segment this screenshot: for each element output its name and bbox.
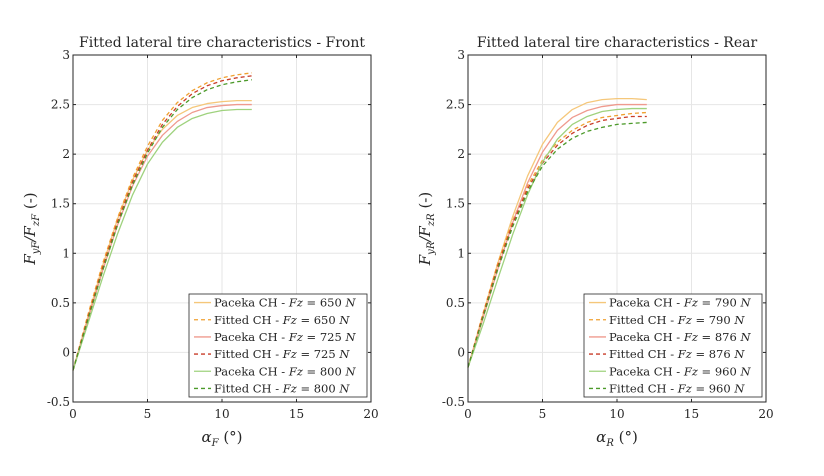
legend-label-6: Fitted CH - Fz = 800 N bbox=[214, 381, 350, 395]
legend-label-3: Paceka CH - Fz = 725 N bbox=[214, 330, 356, 344]
series-line-6 bbox=[72, 79, 252, 371]
series-line-1 bbox=[72, 99, 252, 371]
legend-label-5: Paceka CH - Fz = 800 N bbox=[214, 364, 356, 378]
series-line-4 bbox=[72, 75, 252, 371]
series-group bbox=[467, 97, 647, 368]
y-tick-label: 3 bbox=[62, 48, 70, 62]
y-tick-label: 2 bbox=[457, 147, 465, 161]
y-tick-label: 1 bbox=[457, 246, 465, 260]
x-tick-label: 10 bbox=[609, 407, 624, 421]
y-tick-label: 3 bbox=[457, 48, 465, 62]
x-tick-label: 0 bbox=[69, 407, 77, 421]
x-tick-label: 10 bbox=[214, 407, 229, 421]
legend-label-6: Fitted CH - Fz = 960 N bbox=[609, 381, 745, 395]
legend-label-1: Paceka CH - Fz = 790 N bbox=[609, 296, 751, 310]
y-axis-label: FyR/FzR (-) bbox=[416, 192, 437, 266]
x-tick-label: 20 bbox=[758, 407, 773, 421]
x-tick-label: 20 bbox=[363, 407, 378, 421]
x-tick-label: 5 bbox=[539, 407, 547, 421]
series-line-2 bbox=[467, 111, 647, 368]
legend-label-2: Fitted CH - Fz = 790 N bbox=[609, 313, 745, 327]
ticks: 0 5 10 15 20-0.500.511.522.53 bbox=[47, 48, 379, 421]
series-line-6 bbox=[467, 121, 647, 368]
legend-label-3: Paceka CH - Fz = 876 N bbox=[609, 330, 751, 344]
legend: Paceka CH - Fz = 650 N Fitted CH - Fz = 6… bbox=[188, 293, 368, 398]
chart-title: Fitted lateral tire characteristics - Re… bbox=[477, 35, 758, 51]
series-line-3 bbox=[72, 103, 252, 371]
series-line-2 bbox=[72, 72, 252, 371]
y-tick-label: 0.5 bbox=[446, 296, 465, 310]
y-tick-label: 1.5 bbox=[446, 197, 465, 211]
y-tick-label: 2.5 bbox=[446, 98, 465, 112]
x-axis-label: αR (°) bbox=[596, 428, 638, 449]
legend-box bbox=[583, 293, 763, 398]
legend-label-1: Paceka CH - Fz = 650 N bbox=[214, 296, 356, 310]
x-tick-label: 0 bbox=[464, 407, 472, 421]
y-tick-label: 0.5 bbox=[51, 296, 70, 310]
y-axis-label: FyF/FzF (-) bbox=[21, 192, 42, 265]
series-line-5 bbox=[467, 107, 647, 368]
y-tick-label: 0 bbox=[457, 345, 465, 359]
x-tick-label: 15 bbox=[289, 407, 304, 421]
ticks: 0 5 10 15 20-0.500.511.522.53 bbox=[442, 48, 774, 421]
legend-box bbox=[188, 293, 368, 398]
y-tick-label: 0 bbox=[62, 345, 70, 359]
y-tick-label: 2.5 bbox=[51, 98, 70, 112]
x-axis-label: αF (°) bbox=[201, 428, 242, 449]
legend: Paceka CH - Fz = 790 N Fitted CH - Fz = 7… bbox=[583, 293, 763, 398]
legend-label-4: Fitted CH - Fz = 876 N bbox=[609, 347, 745, 361]
series-group bbox=[72, 72, 252, 371]
y-tick-label: 1 bbox=[62, 246, 70, 260]
y-tick-label: -0.5 bbox=[442, 395, 465, 409]
chart-title: Fitted lateral tire characteristics - Fr… bbox=[79, 35, 365, 51]
x-tick-label: 5 bbox=[144, 407, 152, 421]
x-tick-label: 15 bbox=[684, 407, 699, 421]
legend-label-4: Fitted CH - Fz = 725 N bbox=[214, 347, 350, 361]
y-tick-label: 1.5 bbox=[51, 197, 70, 211]
y-tick-label: 2 bbox=[62, 147, 70, 161]
grid bbox=[72, 54, 372, 403]
series-line-5 bbox=[72, 108, 252, 371]
legend-label-2: Fitted CH - Fz = 650 N bbox=[214, 313, 350, 327]
series-line-4 bbox=[467, 115, 647, 368]
series-line-3 bbox=[467, 103, 647, 368]
y-tick-label: -0.5 bbox=[47, 395, 70, 409]
legend-label-5: Paceka CH - Fz = 960 N bbox=[609, 364, 751, 378]
